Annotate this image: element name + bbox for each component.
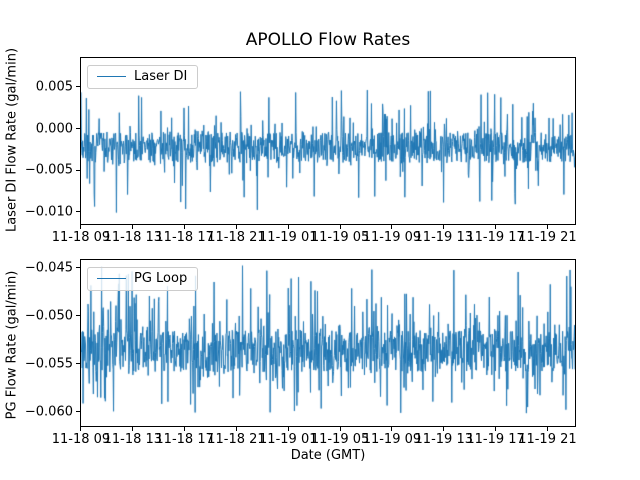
legend-laser-di: Laser DI <box>87 65 199 89</box>
top-y-axis-label: Laser DI Flow Rate (gal/min) <box>4 47 20 233</box>
x-tick-label: 11-19 13 <box>414 432 473 447</box>
x-tick-mark <box>391 427 393 431</box>
y-tick-label: −0.005 <box>24 162 73 178</box>
x-tick-mark <box>339 427 341 431</box>
x-tick-mark <box>80 427 82 431</box>
x-tick-label: 11-18 17 <box>155 432 214 447</box>
x-tick-mark <box>443 427 445 431</box>
x-tick-label: 11-19 05 <box>310 230 370 245</box>
x-tick-label: 11-19 17 <box>466 432 525 447</box>
y-tick-mark <box>76 267 80 269</box>
x-tick-mark <box>443 225 445 229</box>
x-tick-mark <box>132 427 134 431</box>
x-tick-label: 11-18 21 <box>207 230 266 245</box>
x-tick-mark <box>80 225 82 229</box>
y-tick-label: −0.060 <box>24 404 73 420</box>
y-tick-mark <box>76 169 80 171</box>
x-tick-label: 11-19 21 <box>518 230 577 245</box>
y-tick-label: 0.000 <box>35 121 73 137</box>
x-tick-mark <box>546 225 548 229</box>
legend-label: PG Loop <box>134 271 188 286</box>
x-tick-mark <box>184 427 186 431</box>
x-tick-label: 11-19 05 <box>310 432 370 447</box>
x-tick-label: 11-19 09 <box>362 432 422 447</box>
x-tick-label: 11-19 01 <box>259 230 318 245</box>
legend-label: Laser DI <box>134 69 188 84</box>
x-tick-label: 11-18 13 <box>103 230 163 245</box>
x-tick-mark <box>287 225 289 229</box>
y-tick-mark <box>76 315 80 317</box>
legend-line-sample-icon <box>97 76 126 77</box>
x-tick-mark <box>339 225 341 229</box>
top-subplot-axes: Laser DI <box>80 57 576 225</box>
x-tick-mark <box>235 427 237 431</box>
legend-pg-loop: PG Loop <box>87 267 199 291</box>
x-tick-mark <box>184 225 186 229</box>
x-tick-label: 11-18 21 <box>207 432 266 447</box>
x-tick-label: 11-19 21 <box>518 432 577 447</box>
bottom-y-axis-label: PG Flow Rate (gal/min) <box>4 270 20 420</box>
y-tick-mark <box>76 86 80 88</box>
y-tick-label: 0.005 <box>35 79 73 95</box>
y-tick-label: −0.050 <box>24 308 73 324</box>
chart-title: APOLLO Flow Rates <box>245 30 411 50</box>
x-tick-mark <box>391 225 393 229</box>
y-tick-mark <box>76 128 80 130</box>
x-tick-mark <box>287 427 289 431</box>
legend-line-sample-icon <box>97 278 126 279</box>
x-tick-mark <box>495 427 497 431</box>
x-tick-mark <box>235 225 237 229</box>
x-tick-label: 11-19 17 <box>466 230 525 245</box>
x-tick-mark <box>546 427 548 431</box>
x-tick-label: 11-19 01 <box>259 432 318 447</box>
bottom-subplot-axes: PG Loop <box>80 259 576 427</box>
x-tick-label: 11-18 09 <box>51 230 111 245</box>
x-tick-label: 11-19 13 <box>414 230 473 245</box>
x-tick-label: 11-18 17 <box>155 230 214 245</box>
y-tick-label: −0.045 <box>24 260 73 276</box>
x-tick-mark <box>132 225 134 229</box>
x-tick-label: 11-19 09 <box>362 230 422 245</box>
y-tick-mark <box>76 363 80 365</box>
x-tick-label: 11-18 13 <box>103 432 163 447</box>
y-tick-mark <box>76 411 80 413</box>
x-tick-label: 11-18 09 <box>51 432 111 447</box>
x-axis-label: Date (GMT) <box>290 448 366 463</box>
x-tick-mark <box>495 225 497 229</box>
y-tick-mark <box>76 211 80 213</box>
y-tick-label: −0.010 <box>24 204 73 220</box>
y-tick-label: −0.055 <box>24 356 73 372</box>
